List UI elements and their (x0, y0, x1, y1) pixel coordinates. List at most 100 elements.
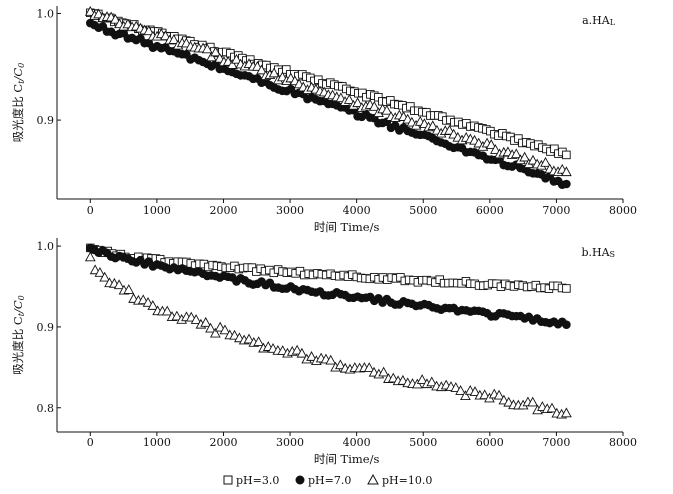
data-point (368, 101, 380, 111)
x-ticks-b: 0 1000 2000 3000 4000 5000 6000 7000 8000 (87, 432, 637, 449)
data-point (469, 386, 481, 396)
data-point (214, 321, 226, 332)
y-tick-label: 0.8 (37, 402, 55, 415)
data-point (450, 382, 462, 392)
data-point (306, 351, 317, 361)
panel-label-b: b.HAS (581, 246, 615, 259)
legend-label-ph10: pH=10.0 (382, 474, 432, 487)
series-ph70 (85, 243, 571, 329)
x-tick-label: 8000 (609, 436, 637, 449)
data-point (226, 59, 238, 69)
data-point (455, 385, 466, 395)
data-point (510, 148, 522, 159)
x-tick-label: 7000 (542, 436, 570, 449)
legend-marker-open-triangle (367, 473, 379, 485)
data-point (94, 266, 106, 277)
chart-panel-a: 0 1000 2000 3000 4000 5000 6000 7000 8000 0.9 1.0… (11, 5, 637, 234)
data-point (479, 389, 491, 400)
x-tick-label: 0 (87, 204, 94, 217)
y-axis-label-b: 吸光度比 Ct/C0 (11, 295, 26, 374)
data-point (325, 354, 337, 365)
series-ph70 (85, 18, 571, 190)
data-point (561, 166, 572, 177)
data-point (143, 25, 155, 36)
data-point (210, 46, 221, 57)
data-point (527, 154, 539, 165)
y-tick-label: 1.0 (37, 7, 55, 20)
data-point (200, 316, 212, 327)
legend-label-ph3: pH=3.0 (236, 474, 279, 487)
x-tick-label: 2000 (209, 204, 237, 217)
data-point (84, 251, 96, 262)
data-point (123, 284, 135, 294)
data-point (160, 30, 171, 41)
data-point (378, 366, 390, 377)
y-ticks-b: 0.8 0.9 1.0 (37, 240, 61, 415)
data-point (381, 104, 393, 115)
x-tick-label: 5000 (409, 436, 437, 449)
data-point (426, 376, 438, 387)
y-tick-label: 1.0 (37, 240, 55, 253)
data-point (243, 333, 255, 344)
series-ph100 (84, 251, 572, 419)
data-point (142, 296, 154, 307)
panel-label-a: a.HAL (582, 14, 616, 27)
data-point (562, 284, 571, 293)
x-tick-label: 8000 (609, 204, 637, 217)
data-points-a (84, 5, 572, 190)
data-point (562, 179, 571, 189)
legend-item-ph3: pH=3.0 (223, 474, 279, 487)
data-point (546, 402, 558, 413)
x-tick-label: 6000 (476, 204, 504, 217)
x-axis-label-b: 时间 Time/s (314, 452, 380, 466)
legend-marker-open-square (223, 475, 233, 485)
data-point (168, 34, 180, 44)
data-point (519, 151, 530, 162)
data-point (527, 396, 539, 407)
x-tick-label: 3000 (276, 204, 304, 217)
legend-label-ph7: pH=7.0 (308, 474, 351, 487)
data-point (363, 362, 375, 372)
data-point (562, 150, 571, 160)
data-point (205, 322, 216, 333)
y-ticks-a: 0.9 1.0 (37, 7, 61, 127)
data-points-b (84, 243, 572, 419)
data-point (99, 271, 111, 282)
data-point (113, 279, 125, 290)
data-point (427, 120, 439, 131)
legend-marker-filled-circle (295, 475, 305, 485)
y-axis-label-a: 吸光度比 Ct/C0 (11, 63, 26, 142)
data-point (562, 320, 571, 329)
data-point (256, 64, 267, 75)
x-tick-label: 6000 (476, 436, 504, 449)
data-point (291, 344, 303, 355)
legend-item-ph7: pH=7.0 (295, 474, 351, 487)
data-point (352, 97, 363, 108)
data-point (231, 53, 242, 64)
x-tick-label: 1000 (143, 204, 171, 217)
data-point (493, 389, 505, 400)
data-point (109, 13, 121, 24)
data-point (277, 71, 288, 82)
data-point (209, 327, 221, 338)
data-point (161, 305, 173, 316)
x-tick-label: 2000 (209, 436, 237, 449)
x-ticks-a: 0 1000 2000 3000 4000 5000 6000 7000 8000 (87, 199, 637, 217)
x-tick-label: 1000 (143, 436, 171, 449)
x-axis-label-a: 时间 Time/s (314, 220, 380, 234)
series-ph100 (84, 5, 572, 177)
legend-item-ph10: pH=10.0 (367, 473, 432, 487)
data-point (190, 314, 202, 324)
data-point (561, 407, 572, 418)
series-ph30 (86, 8, 571, 160)
data-point (343, 94, 355, 104)
data-point (253, 336, 264, 347)
data-point (444, 124, 455, 135)
data-point (416, 374, 428, 384)
data-point (84, 5, 96, 16)
legend: pH=3.0 pH=7.0 pH=10.0 (223, 473, 432, 487)
data-point (219, 324, 231, 335)
data-point (490, 144, 501, 154)
data-point (296, 347, 308, 358)
